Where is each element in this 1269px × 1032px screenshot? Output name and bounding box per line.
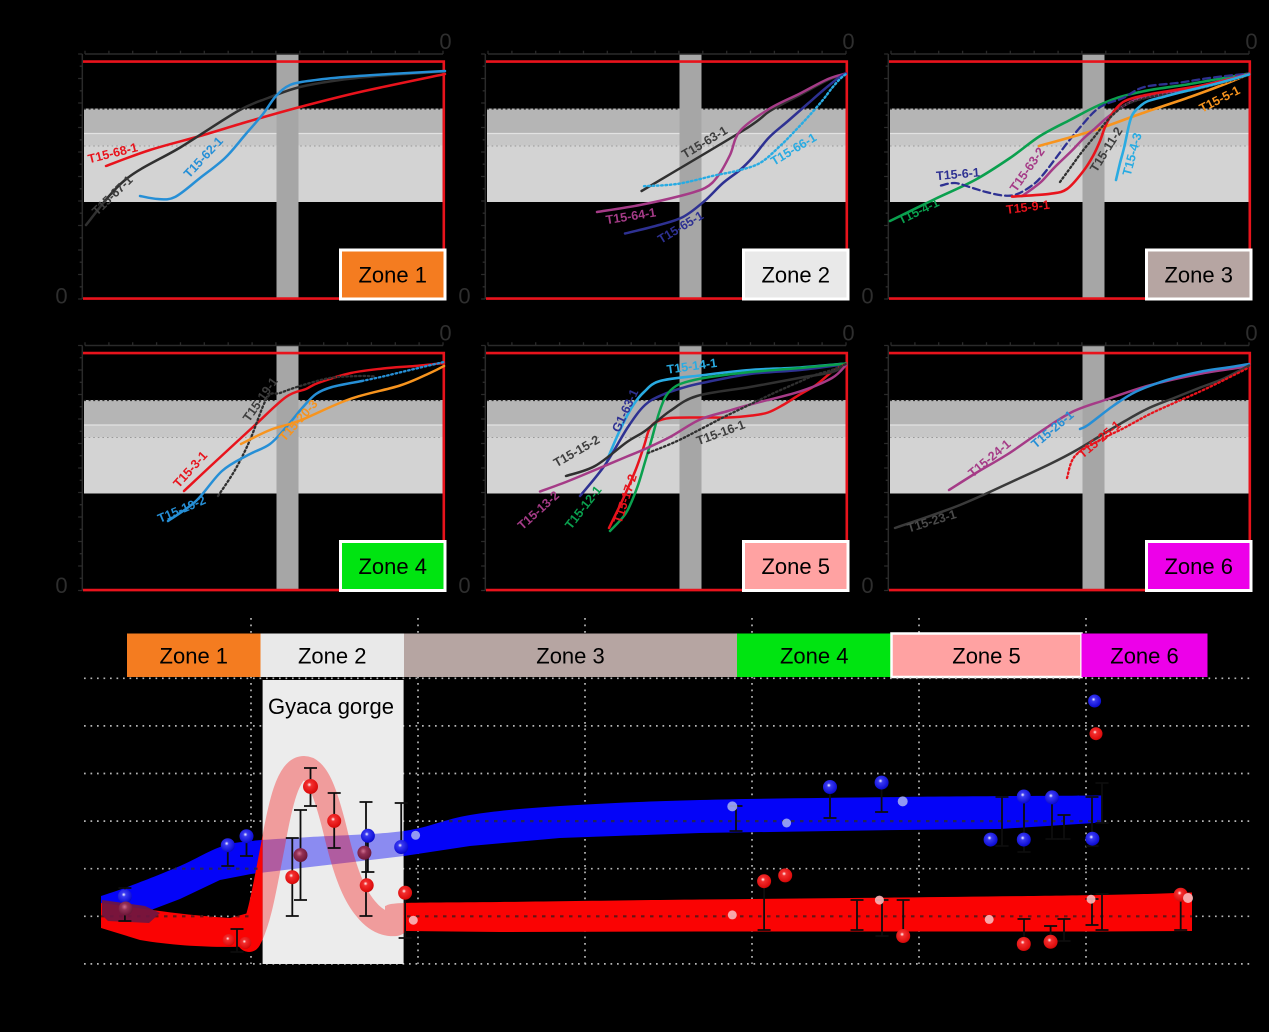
svg-text:Zone 4: Zone 4 [358, 554, 427, 579]
svg-text:Zone 5: Zone 5 [761, 554, 830, 579]
svg-text:T15-14-1: T15-14-1 [666, 356, 718, 377]
svg-text:T15-9-1: T15-9-1 [1005, 198, 1050, 217]
svg-text:0: 0 [842, 321, 854, 346]
svg-text:Zone 2: Zone 2 [298, 644, 367, 669]
svg-text:Zone 3: Zone 3 [536, 644, 605, 669]
svg-text:0: 0 [55, 284, 67, 309]
svg-text:Zone 3: Zone 3 [1164, 263, 1233, 288]
svg-text:Zone 6: Zone 6 [1110, 644, 1179, 669]
svg-text:Gyaca gorge: Gyaca gorge [268, 694, 394, 719]
svg-text:Zone 1: Zone 1 [358, 263, 427, 288]
svg-text:0: 0 [458, 284, 470, 309]
svg-text:0: 0 [439, 29, 451, 54]
svg-text:T15-6-1: T15-6-1 [936, 165, 981, 183]
svg-text:0: 0 [439, 321, 451, 346]
svg-text:Zone 4: Zone 4 [780, 644, 849, 669]
svg-text:Zone 2: Zone 2 [761, 263, 830, 288]
svg-text:0: 0 [458, 573, 470, 598]
svg-text:0: 0 [55, 573, 67, 598]
svg-text:Zone 5: Zone 5 [952, 644, 1021, 669]
svg-text:0: 0 [1245, 321, 1257, 346]
svg-text:Zone 6: Zone 6 [1164, 554, 1233, 579]
svg-text:0: 0 [861, 573, 873, 598]
svg-text:Zone 1: Zone 1 [160, 644, 229, 669]
svg-text:0: 0 [861, 284, 873, 309]
svg-text:0: 0 [1245, 29, 1257, 54]
svg-text:0: 0 [842, 29, 854, 54]
